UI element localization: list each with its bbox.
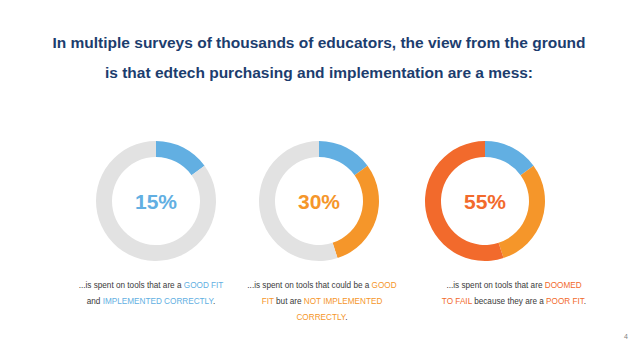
caption-highlight: FIT — [262, 297, 274, 306]
caption-line: ...is spent on tools that are DOOMED — [446, 281, 581, 290]
title-line: In multiple surveys of thousands of educ… — [52, 34, 585, 51]
caption-line: and IMPLEMENTED CORRECTLY. — [87, 297, 215, 306]
caption-highlight: NOT IMPLEMENTED — [304, 297, 383, 306]
donut-chart: 55% — [425, 141, 545, 261]
title-line: is that edtech purchasing and implementa… — [105, 64, 533, 81]
donut-slice — [485, 141, 534, 175]
caption-text: ...is spent on tools that could be a — [247, 281, 371, 290]
donut-slice — [96, 141, 216, 261]
caption-line: ...is spent on tools that could be a GOO… — [247, 281, 396, 290]
caption: ...is spent on tools that are a GOOD FIT… — [79, 281, 224, 306]
background — [0, 0, 638, 359]
caption-highlight: IMPLEMENTED CORRECTLY — [103, 297, 215, 306]
caption-text: but are — [274, 297, 304, 306]
caption: ...is spent on tools that are DOOMED TO F… — [442, 281, 586, 306]
caption-text: ...is spent on tools that are a — [79, 281, 184, 290]
caption: ...is spent on tools that could be a GOO… — [247, 281, 396, 322]
donut-slice — [319, 141, 368, 175]
center-label: 15% — [135, 190, 177, 213]
center-label: 55% — [464, 190, 506, 213]
caption-text: and — [87, 297, 103, 306]
caption-text: . — [584, 297, 586, 306]
donut-chart: 15% — [96, 141, 216, 261]
donut-slice — [156, 141, 205, 175]
caption-text: . — [213, 297, 215, 306]
caption-line: FIT but are NOT IMPLEMENTED — [262, 297, 383, 306]
caption-text: . — [345, 313, 347, 322]
caption-text: because they are a — [472, 297, 546, 306]
page: In multiple surveys of thousands of educ… — [0, 0, 638, 359]
caption-highlight: DOOMED — [545, 281, 582, 290]
donut-chart: 30% — [259, 141, 379, 261]
caption-highlight: GOOD — [372, 281, 397, 290]
caption-highlight: POOR FIT — [546, 297, 585, 306]
caption-line: TO FAIL because they are a POOR FIT. — [442, 297, 586, 306]
caption-line: CORRECTLY. — [296, 313, 347, 322]
caption-highlight: GOOD FIT — [184, 281, 224, 290]
title: In multiple surveys of thousands of educ… — [52, 34, 585, 81]
center-label: 30% — [298, 190, 340, 213]
caption-highlight: CORRECTLY — [296, 313, 346, 322]
caption-line: ...is spent on tools that are a GOOD FIT — [79, 281, 224, 290]
page-number: 4 — [624, 333, 628, 340]
caption-text: ...is spent on tools that are — [446, 281, 544, 290]
caption-highlight: TO FAIL — [442, 297, 473, 306]
